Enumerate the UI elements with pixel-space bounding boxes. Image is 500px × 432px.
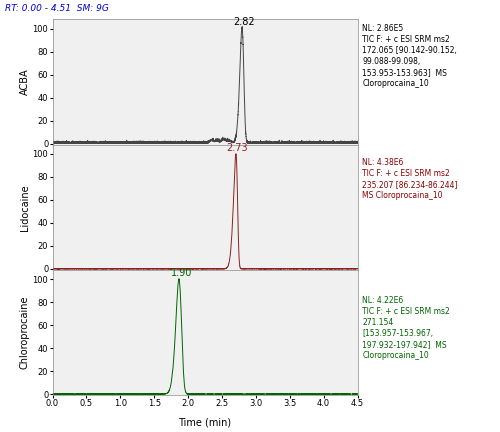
- Text: 2.82: 2.82: [233, 17, 254, 28]
- Y-axis label: Lidocaine: Lidocaine: [20, 184, 30, 231]
- Y-axis label: ACBA: ACBA: [20, 69, 30, 95]
- Text: RT: 0.00 - 4.51  SM: 9G: RT: 0.00 - 4.51 SM: 9G: [5, 4, 109, 13]
- Text: Time (min): Time (min): [178, 418, 232, 428]
- Text: NL: 2.86E5
TIC F: + c ESI SRM ms2
172.065 [90.142-90.152,
99.088-99.098,
153.953: NL: 2.86E5 TIC F: + c ESI SRM ms2 172.06…: [362, 24, 458, 88]
- Text: 2.73: 2.73: [226, 143, 248, 153]
- Text: 1.90: 1.90: [170, 268, 192, 278]
- Text: NL: 4.22E6
TIC F: + c ESI SRM ms2
271.154
[153.957-153.967,
197.932-197.942]  MS: NL: 4.22E6 TIC F: + c ESI SRM ms2 271.15…: [362, 296, 450, 360]
- Text: NL: 4.38E6
TIC F: + c ESI SRM ms2
235.207 [86.234-86.244]
MS Cloroprocaina_10: NL: 4.38E6 TIC F: + c ESI SRM ms2 235.20…: [362, 158, 458, 200]
- Y-axis label: Chloroprocaine: Chloroprocaine: [20, 296, 30, 369]
